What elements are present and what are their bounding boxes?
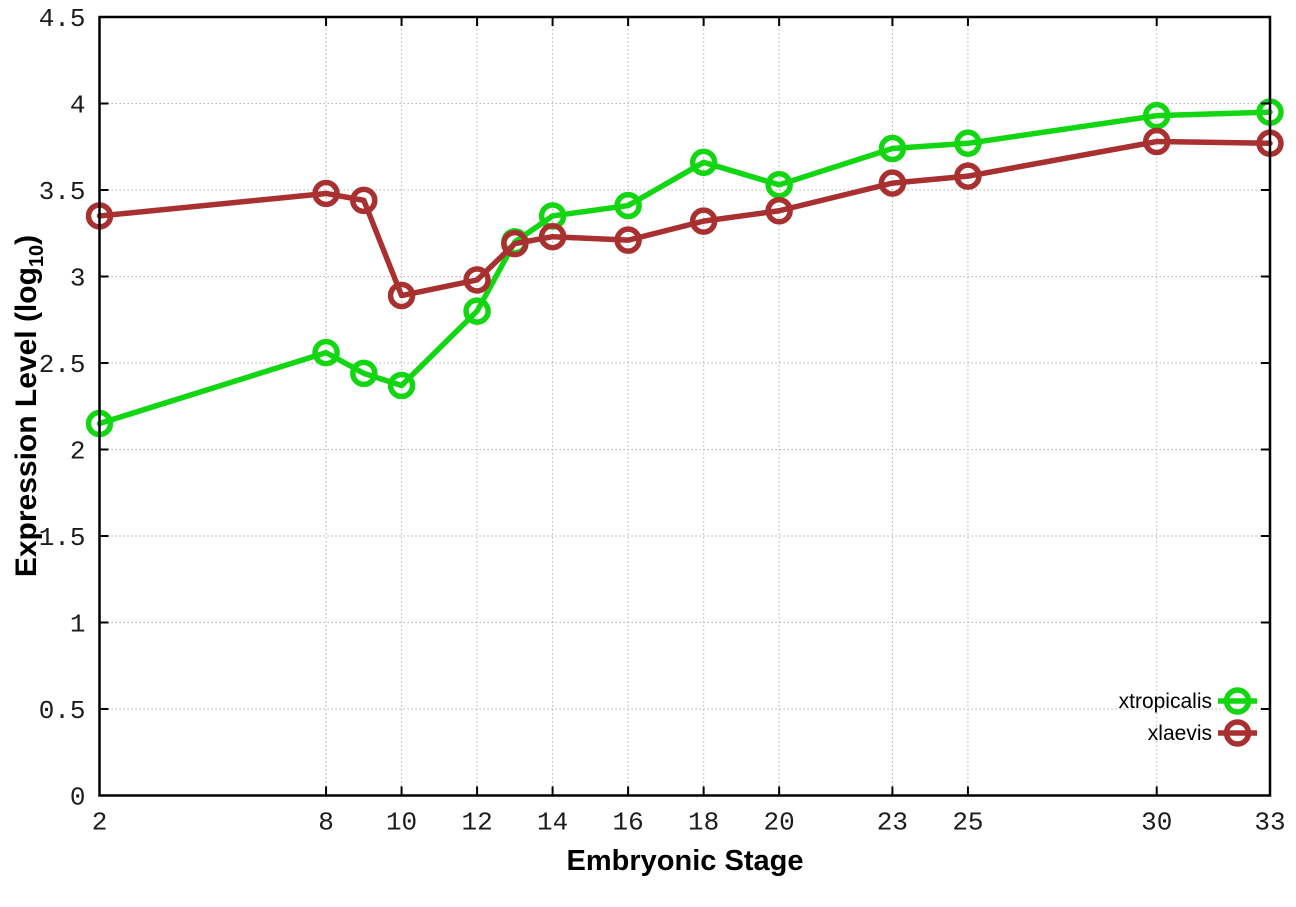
- x-tick-label: 23: [877, 808, 908, 838]
- data-point-xtropicalis: [463, 297, 491, 325]
- data-point-xlaevis: [463, 266, 491, 294]
- y-axis-title-text: Expression Level (log: [10, 267, 43, 578]
- data-point-xtropicalis: [1142, 101, 1171, 130]
- x-tick-label: 30: [1141, 808, 1172, 838]
- y-tick-label: 1.5: [39, 523, 86, 553]
- y-tick-label: 4.5: [39, 4, 86, 34]
- y-axis-title-subscript: 10: [26, 244, 48, 268]
- data-point-xlaevis: [878, 169, 907, 197]
- data-point-xtropicalis: [312, 338, 340, 367]
- x-tick-label: 20: [764, 808, 795, 838]
- data-point-xlaevis: [614, 226, 642, 254]
- data-point-xlaevis: [312, 179, 340, 208]
- y-tick-label: 0: [70, 783, 86, 813]
- data-point-xlaevis: [387, 281, 416, 310]
- x-tick-label: 25: [952, 808, 983, 838]
- data-point-xlaevis: [1142, 127, 1171, 156]
- legend-marker-xtropicalis: [1223, 687, 1252, 715]
- data-point-xlaevis: [538, 222, 567, 251]
- y-axis-title: Expression Level (log10): [10, 235, 49, 577]
- plot-border: [98, 15, 1272, 797]
- data-point-xlaevis: [954, 162, 982, 190]
- y-axis-title-suffix: ): [10, 234, 43, 245]
- data-point-xtropicalis: [614, 191, 642, 220]
- data-point-xlaevis: [350, 186, 378, 215]
- x-tick-label: 12: [461, 808, 492, 838]
- series-line-xtropicalis: [96, 109, 1273, 427]
- y-tick-label: 0.5: [39, 696, 86, 726]
- x-tick-label: 8: [318, 808, 334, 838]
- y-tick-label: 4: [70, 91, 86, 121]
- data-point-xtropicalis: [350, 359, 378, 388]
- x-tick-label: 2: [92, 808, 108, 838]
- x-tick-label: 33: [1254, 808, 1285, 838]
- y-tick-label: 2: [70, 437, 86, 467]
- x-tick-label: 18: [688, 808, 719, 838]
- x-axis-title: Embryonic Stage: [566, 845, 804, 877]
- data-point-xtropicalis: [878, 134, 907, 163]
- y-tick-label: 2.5: [39, 350, 86, 380]
- legend-label-xlaevis: xlaevis: [1148, 722, 1212, 745]
- y-tick-label: 3: [70, 264, 86, 294]
- data-point-xlaevis: [765, 197, 793, 225]
- x-tick-label: 14: [537, 808, 568, 838]
- legend-marker-xlaevis: [1223, 719, 1252, 747]
- data-point-xtropicalis: [689, 148, 718, 177]
- series-line-xlaevis: [96, 138, 1273, 299]
- x-tick-label: 16: [613, 808, 644, 838]
- data-point-xlaevis: [501, 229, 529, 258]
- data-point-xtropicalis: [765, 171, 793, 199]
- y-tick-label: 1: [70, 610, 86, 640]
- x-tick-label: 10: [386, 808, 417, 838]
- data-point-xlaevis: [689, 207, 718, 235]
- data-point-xtropicalis: [954, 129, 982, 158]
- y-tick-label: 3.5: [39, 177, 86, 207]
- data-point-xtropicalis: [387, 371, 416, 400]
- legend-label-xtropicalis: xtropicalis: [1119, 690, 1212, 713]
